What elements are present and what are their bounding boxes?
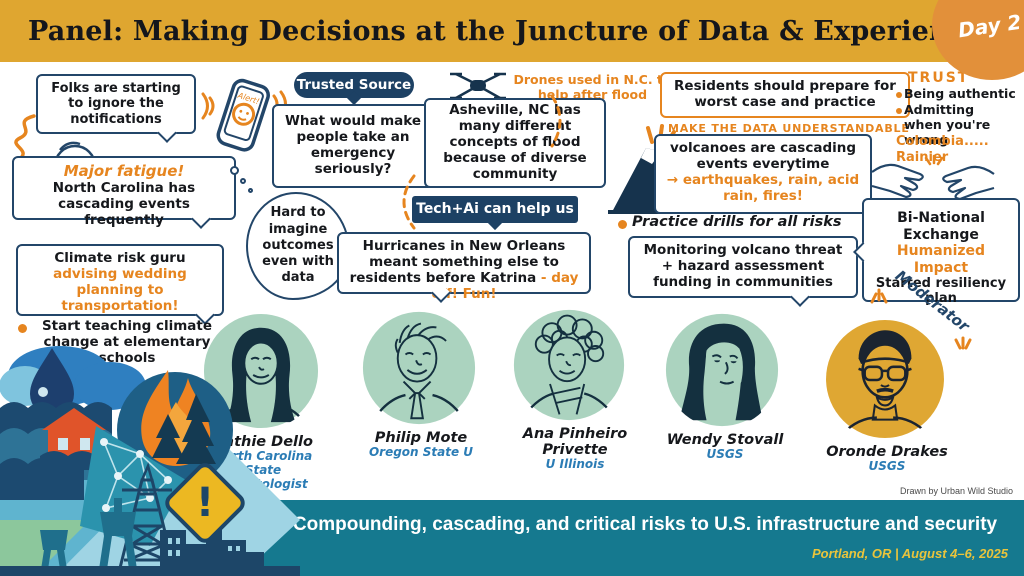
panelist-name: Philip Mote bbox=[374, 430, 468, 446]
panelist-oronde-drakes: Oronde Drakes USGS bbox=[824, 318, 950, 474]
note-climate-guru: Climate risk guru advising wedding plann… bbox=[16, 244, 224, 316]
artist-credit: Drawn by Urban Wild Studio bbox=[900, 486, 1014, 496]
note-monitoring: Monitoring volcano threat + hazard asses… bbox=[628, 236, 858, 298]
badge-trusted-source: Trusted Source bbox=[294, 72, 414, 98]
bullet-dot bbox=[896, 108, 902, 114]
conference-title: Compounding, cascading, and critical ris… bbox=[292, 514, 998, 535]
thought-dot bbox=[248, 188, 253, 193]
panelist-name: Ana Pinheiro Privette bbox=[522, 426, 628, 458]
panelist-affiliation: U Illinois bbox=[545, 457, 605, 471]
pine-trees-icon bbox=[152, 394, 216, 464]
handshake-hands-icon bbox=[871, 154, 995, 200]
panelist-affiliation: Oregon State U bbox=[368, 445, 474, 459]
sparkle-icon bbox=[954, 336, 972, 350]
note-binational: Bi-National Exchange Humanized Impact St… bbox=[862, 198, 1020, 306]
warning-diamond-icon: ! bbox=[165, 463, 245, 543]
raindrop-icon bbox=[30, 348, 74, 416]
note-what-would: What would make people take an emergency… bbox=[272, 104, 434, 188]
thought-dot bbox=[240, 178, 246, 184]
drone-icon bbox=[450, 72, 506, 100]
panelist-ana-pinheiro-privette: Ana Pinheiro Privette U Illinois bbox=[512, 308, 638, 472]
note-nc-cascading: Major fatigue! North Carolina has cascad… bbox=[12, 156, 236, 227]
note-start-teaching: Start teaching climate change at element… bbox=[41, 318, 213, 367]
page-title: Panel: Making Decisions at the Juncture … bbox=[28, 15, 983, 47]
panelist-philip-mote: Philip Mote Oregon State U bbox=[361, 310, 481, 460]
note-residents: Residents should prepare for worst case … bbox=[660, 72, 910, 118]
dashed-arc-icon bbox=[402, 174, 416, 230]
hazard-collage-illustration: ! bbox=[0, 346, 300, 576]
note-major-fatigue: Major fatigue! bbox=[63, 162, 185, 180]
note-hurricanes: Hurricanes in New Orleans meant somethin… bbox=[337, 232, 591, 302]
note-drones: Drones used in N.C. to help after flood bbox=[513, 72, 672, 102]
flooded-house-icon bbox=[40, 408, 106, 470]
note-trust-authentic: Being authentic bbox=[904, 86, 1016, 101]
note-trust-admitting: Admitting when you're wrong bbox=[904, 102, 991, 147]
city-skyline-icon bbox=[0, 512, 300, 576]
badge-tech-ai: Tech+Ai can help us bbox=[412, 196, 578, 223]
panelist-affiliation: USGS bbox=[868, 459, 906, 473]
day-badge: Day 2 bbox=[932, 0, 1024, 80]
dashed-arc-icon bbox=[550, 94, 562, 148]
warning-exclamation: ! bbox=[196, 480, 214, 526]
portrait-wendy-stovall bbox=[665, 313, 779, 427]
conference-location-date: Portland, OR | August 4–6, 2025 bbox=[811, 546, 1008, 561]
bullet-dot bbox=[896, 92, 902, 98]
note-asheville: Asheville, NC has many different concept… bbox=[424, 98, 606, 188]
day-badge-label: Day 2 bbox=[956, 9, 1023, 43]
thought-dot bbox=[230, 166, 239, 175]
panelist-name: Wendy Stovall bbox=[666, 432, 784, 448]
note-ignore-notifications: Folks are starting to ignore the notific… bbox=[36, 74, 196, 134]
panelist-name: Oronde Drakes bbox=[826, 444, 948, 460]
header-bar: Panel: Making Decisions at the Juncture … bbox=[0, 0, 1024, 62]
sparkle-icon bbox=[870, 288, 888, 304]
bullet-dot bbox=[18, 324, 27, 333]
portrait-oronde-drakes bbox=[826, 320, 944, 438]
portrait-ana-pinheiro-privette bbox=[513, 309, 625, 421]
panelist-wendy-stovall: Wendy Stovall USGS bbox=[664, 312, 786, 462]
panelist-name: Kathie Dello bbox=[213, 434, 313, 450]
bullet-dot bbox=[618, 220, 627, 229]
note-make-data-understandable: MAKE THE DATA UNDERSTANDABLE bbox=[668, 122, 910, 135]
thought-cloud-hard-to-imagine: Hard to imagine outcomes even with data bbox=[246, 192, 350, 300]
note-practice-drills: Practice drills for all risks bbox=[632, 214, 842, 230]
portrait-philip-mote bbox=[362, 311, 476, 425]
phone-alert-icon: Alert! bbox=[201, 78, 287, 152]
panelist-affiliation: USGS bbox=[706, 447, 744, 461]
note-trust-title: TRUST bbox=[908, 70, 970, 86]
note-volcanoes: volcanoes are cascading events everytime… bbox=[654, 134, 872, 214]
